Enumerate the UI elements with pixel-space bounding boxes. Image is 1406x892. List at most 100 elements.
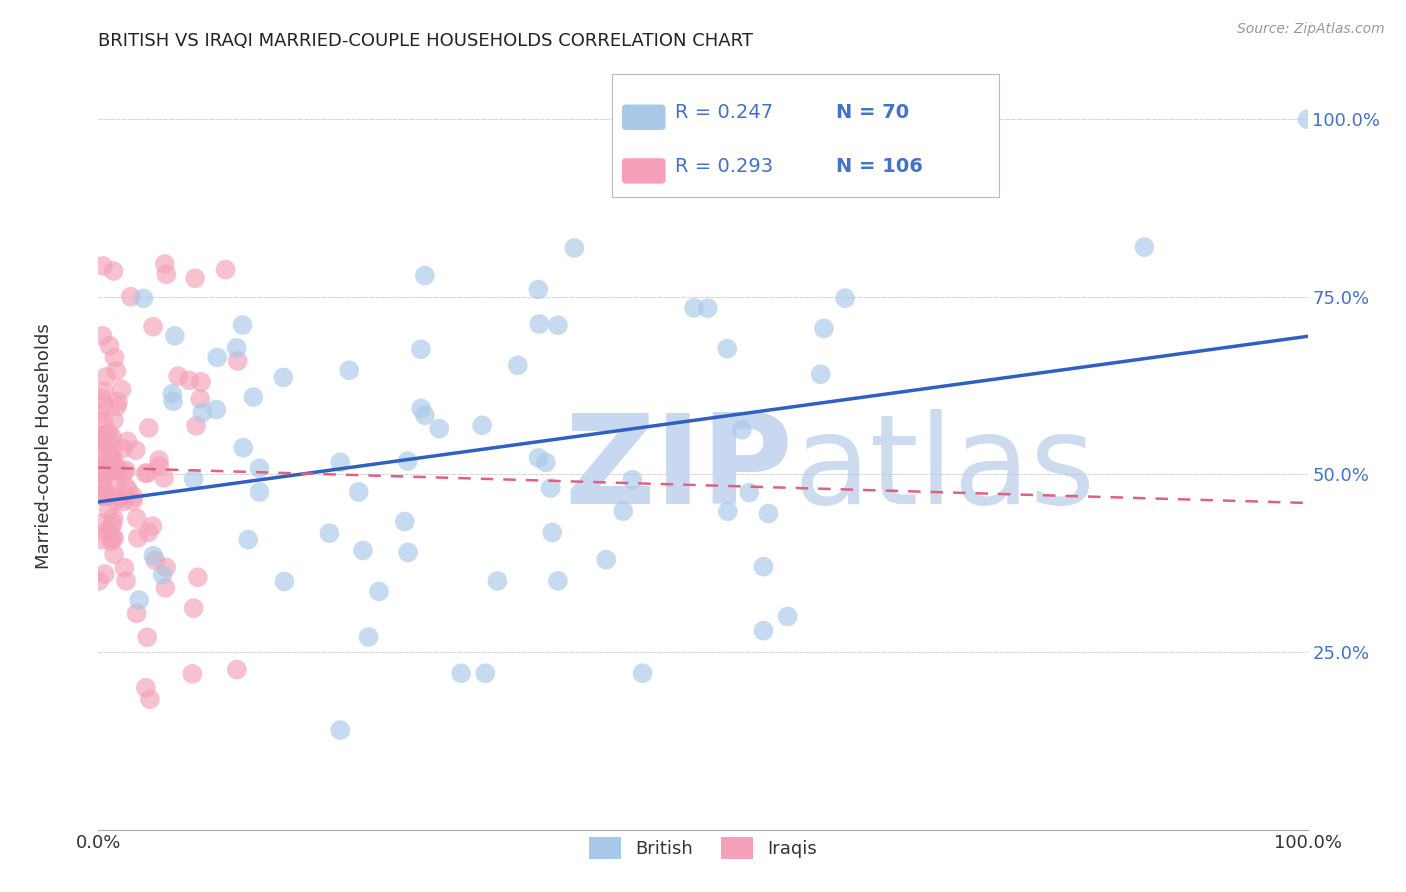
Point — [101, 430, 124, 444]
Point — [752, 559, 775, 574]
Point — [103, 547, 125, 561]
Point — [188, 392, 211, 406]
Point — [368, 584, 391, 599]
Point — [337, 363, 360, 377]
Point — [96, 524, 118, 539]
Point — [249, 461, 271, 475]
Point — [115, 574, 138, 588]
Point — [98, 487, 121, 501]
Point — [181, 666, 204, 681]
Point — [101, 451, 124, 466]
Point — [394, 515, 416, 529]
Point — [152, 567, 174, 582]
Point — [107, 395, 129, 409]
Point — [90, 428, 112, 442]
Point — [89, 407, 111, 421]
Point — [155, 581, 177, 595]
Point — [91, 533, 114, 547]
Point — [138, 421, 160, 435]
Point — [225, 341, 247, 355]
Text: Source: ZipAtlas.com: Source: ZipAtlas.com — [1237, 22, 1385, 37]
Point — [142, 319, 165, 334]
Point — [318, 526, 340, 541]
Point — [87, 574, 110, 588]
Point — [527, 450, 550, 465]
Point — [98, 426, 121, 441]
Point — [134, 467, 156, 481]
Point — [409, 343, 432, 357]
Point — [562, 241, 585, 255]
Point — [132, 291, 155, 305]
Point — [153, 257, 176, 271]
Point — [534, 455, 557, 469]
Point — [1133, 240, 1156, 254]
Point — [214, 262, 236, 277]
Point — [90, 489, 112, 503]
Point — [103, 264, 125, 278]
Point — [758, 507, 780, 521]
Point — [205, 402, 228, 417]
Point — [93, 415, 115, 429]
Point — [125, 607, 148, 621]
Point — [621, 473, 644, 487]
Point — [162, 386, 184, 401]
Point — [90, 488, 112, 502]
Point — [873, 152, 896, 166]
Point — [271, 370, 294, 384]
Point — [90, 391, 112, 405]
Point — [249, 485, 271, 500]
Point — [87, 430, 110, 444]
Point — [329, 723, 352, 738]
Point — [396, 454, 419, 468]
Point — [120, 290, 142, 304]
Text: R = 0.247: R = 0.247 — [675, 103, 773, 122]
Point — [101, 450, 124, 464]
Point — [112, 442, 135, 456]
Point — [143, 553, 166, 567]
Point — [122, 490, 145, 504]
Point — [226, 354, 249, 368]
Point — [142, 549, 165, 563]
Point — [90, 434, 112, 448]
Point — [273, 574, 295, 589]
Point — [101, 531, 124, 545]
Point — [110, 491, 132, 505]
Text: Married-couple Households: Married-couple Households — [35, 323, 53, 569]
Point — [90, 480, 112, 494]
Point — [731, 423, 754, 437]
Point — [101, 442, 124, 456]
Point — [357, 630, 380, 644]
Point — [834, 291, 856, 305]
Point — [105, 493, 128, 508]
Point — [98, 339, 121, 353]
Point — [631, 666, 654, 681]
Point — [103, 532, 125, 546]
Point — [104, 463, 127, 477]
Point — [138, 525, 160, 540]
Point — [413, 409, 436, 423]
Point — [103, 510, 125, 524]
Text: N = 70: N = 70 — [837, 103, 910, 122]
Point — [127, 531, 149, 545]
Point — [100, 519, 122, 533]
Point — [110, 383, 132, 397]
Point — [94, 436, 117, 450]
Point — [238, 533, 260, 547]
Point — [205, 351, 228, 365]
Point — [183, 472, 205, 486]
Point — [141, 519, 163, 533]
Point — [94, 489, 117, 503]
Text: N = 106: N = 106 — [837, 156, 922, 176]
Point — [105, 364, 128, 378]
Point — [427, 422, 450, 436]
Point — [352, 543, 374, 558]
Point — [547, 574, 569, 588]
Point — [752, 624, 775, 638]
Point — [103, 458, 125, 472]
Point — [450, 666, 472, 681]
Point — [329, 455, 352, 469]
Point — [541, 525, 564, 540]
Point — [148, 453, 170, 467]
Point — [136, 630, 159, 644]
Point — [153, 471, 176, 485]
